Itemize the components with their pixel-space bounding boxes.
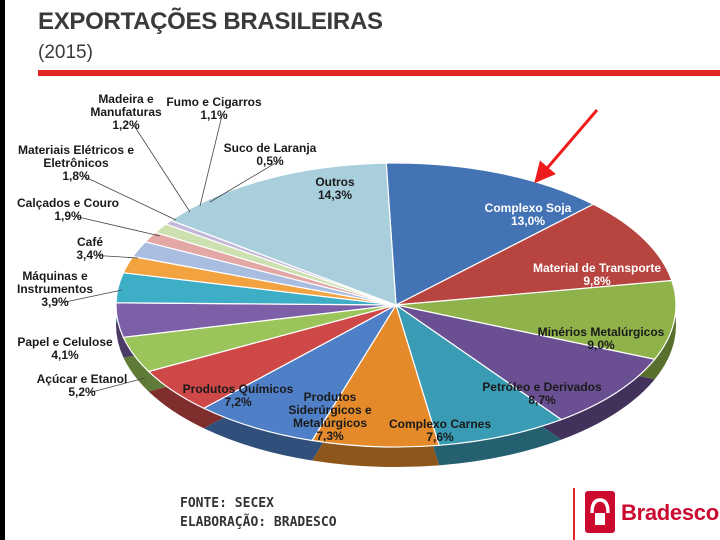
slice-value-label: 1,9% (54, 209, 82, 223)
slice-name-label: Metalúrgicos (293, 416, 367, 430)
slice-name-label: Produtos (304, 390, 357, 404)
slice-name-label: Complexo Carnes (389, 417, 491, 431)
slice-name-label: Eletrônicos (43, 156, 109, 170)
brand-divider (573, 488, 575, 540)
slice-value-label: 14,3% (318, 188, 352, 202)
leader-line-madeira-e-manufaturas (133, 125, 191, 213)
page-title: EXPORTAÇÕES BRASILEIRAS (38, 8, 383, 35)
leader-line-acucar-e-etanol (89, 377, 146, 393)
slice-outros (169, 162, 397, 306)
slice-petroleo-e-derivados (395, 304, 656, 421)
slice-value-label: 13,0% (511, 214, 545, 228)
leader-line-materiais-eletricos-e-eletronicos (83, 176, 177, 221)
slice-minerios-metalurgicos (395, 279, 677, 360)
slice-value-label: 3,4% (76, 248, 104, 262)
slice-name-label: Produtos Químicos (183, 382, 294, 396)
slice-value-label: 1,1% (200, 108, 228, 122)
slice-value-label: 7,6% (426, 430, 454, 444)
left-border (0, 0, 5, 540)
slice-name-label: Manufaturas (90, 105, 162, 119)
slice-value-label: 9,0% (587, 338, 615, 352)
slice-name-label: Papel e Celulose (17, 335, 113, 349)
slice-value-label: 1,8% (62, 169, 90, 183)
elaboration-line: ELABORAÇÃO: BRADESCO (180, 515, 337, 530)
slice-name-label: Materiais Elétricos e (18, 143, 134, 157)
leader-line-calcados-e-couro (75, 216, 161, 237)
source-note: FONTE: SECEX ELABORAÇÃO: BRADESCO (180, 494, 337, 532)
brand-name: Bradesco (621, 500, 719, 525)
slice-produtos-siderurgicos-e-metalurgicos (311, 303, 440, 448)
slice-value-label: 3,9% (41, 295, 69, 309)
slice-name-label: Madeira e (98, 92, 154, 106)
slice-name-label: Suco de Laranja (224, 141, 317, 155)
slice-value-label: 7,3% (316, 429, 344, 443)
slice-name-label: Complexo Soja (485, 201, 572, 215)
slice-name-label: Petróleo e Derivados (482, 380, 602, 394)
slice-name-label: Café (77, 235, 103, 249)
slice-value-label: 5,2% (68, 385, 96, 399)
slice-value-label: 7,2% (224, 395, 252, 409)
highlight-arrow (534, 109, 599, 184)
page-subtitle: (2015) (38, 42, 93, 63)
pie-top-layer (115, 162, 677, 448)
slice-name-label: Minérios Metalúrgicos (538, 325, 665, 339)
leader-lines (62, 115, 279, 393)
leader-line-suco-de-laranja (209, 161, 279, 203)
leader-line-maquinas-e-instrumentos (62, 289, 123, 303)
slice-name-label: Fumo e Cigarros (166, 95, 262, 109)
slice-produtos-quimicos (202, 303, 398, 442)
slice-complexo-soja (385, 162, 595, 306)
slice-name-label: Outros (315, 175, 355, 189)
slice-name-label: Calçados e Couro (17, 196, 119, 210)
slice-value-label: 4,1% (51, 348, 79, 362)
slice-name-label: Máquinas e (22, 269, 88, 283)
bradesco-logo-icon (585, 491, 615, 533)
slice-name-label: Instrumentos (17, 282, 93, 296)
slice-name-label: Açúcar e Etanol (37, 372, 128, 386)
leader-line-fumo-e-cigarros (199, 115, 223, 207)
title-divider (38, 70, 720, 76)
slice-complexo-carnes (394, 303, 563, 446)
leader-line-cafe (97, 255, 139, 259)
slice-value-label: 8,7% (528, 393, 556, 407)
slice-value-label: 9,8% (583, 274, 611, 288)
source-line: FONTE: SECEX (180, 496, 274, 511)
slice-material-de-transporte (395, 203, 673, 306)
slice-name-label: Siderúrgicos e (288, 403, 372, 417)
slice-name-label: Material de Transporte (533, 261, 661, 275)
slice-value-label: 1,2% (112, 118, 140, 132)
slice-value-label: 0,5% (256, 154, 284, 168)
